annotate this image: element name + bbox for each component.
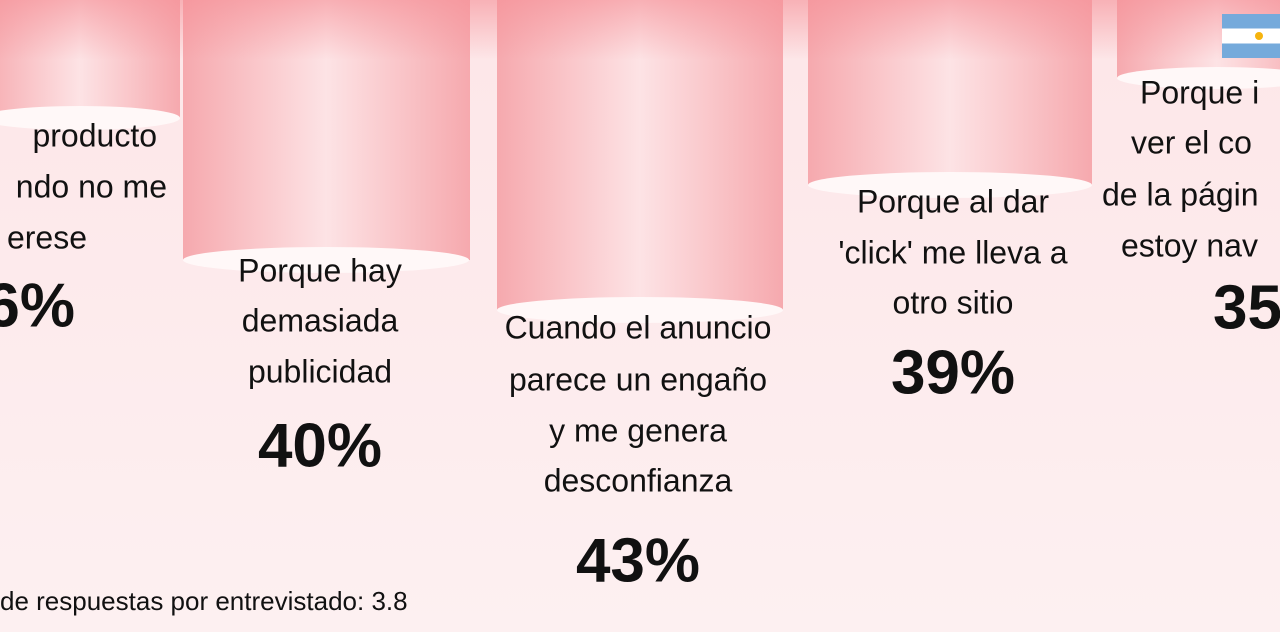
item-value: 6% [0,271,75,340]
item-label: demasiada [242,302,399,338]
item-value: 35 [1213,273,1280,342]
item-label: Porque al dar [857,183,1049,219]
item-label: ver el co [1131,124,1252,160]
item-label: estoy nav [1121,227,1258,263]
cylinders [0,0,1280,310]
item-label: Cuando el anuncio [505,309,772,345]
item-label: otro sitio [893,284,1014,320]
item-label: y me genera [549,412,727,448]
item-label: Porque i [1140,74,1259,110]
item-label: producto [32,117,157,153]
item-value: 39% [891,338,1015,407]
item-label: Porque hay [238,252,402,288]
item-label: publicidad [248,353,392,389]
item-label: erese [7,219,87,255]
item-label: ndo no me [16,168,167,204]
flag [1222,14,1280,58]
item-label: parece un engaño [509,361,767,397]
footnote: de respuestas por entrevistado: 3.8 [0,586,408,616]
item-label: 'click' me lleva a [838,234,1067,270]
item-value: 43% [576,526,700,595]
item-value: 40% [258,411,382,480]
item-label: de la págin [1102,176,1259,212]
item-label: desconfianza [544,462,733,498]
